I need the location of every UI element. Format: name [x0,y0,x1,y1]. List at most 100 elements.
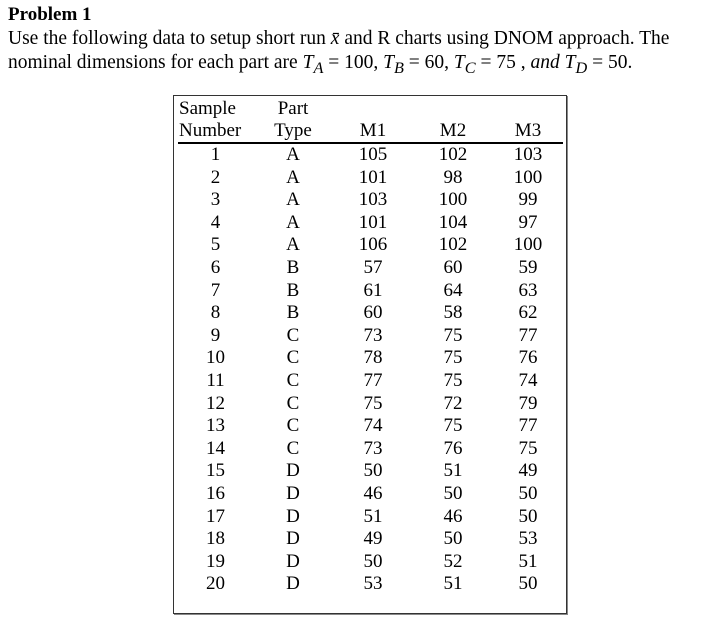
table-cell: 77 [518,324,538,346]
table-row: 10 C 78 75 76 [178,347,563,370]
table-cell: B [286,302,300,324]
table-cell: 76 [518,347,538,369]
table-row: 2 A 101 98 100 [178,167,563,190]
table-cell: 50 [363,550,383,572]
table-row: 15 D 50 51 49 [178,460,563,483]
problem-statement: Use the following data to setup short ru… [8,27,708,80]
table-cell: 62 [518,302,538,324]
table-cell: 1 [210,144,221,165]
table-cell: 101 [358,166,388,188]
header-cell: Number [178,120,253,144]
table-row: 12 C 75 72 79 [178,393,563,416]
table-cell: 4 [210,211,221,233]
table-cell: 100 [513,166,543,188]
table-cell: 73 [363,437,383,459]
problem-title: Problem 1 [8,4,92,25]
table-cell: C [286,347,300,369]
table-cell: D [286,573,300,595]
table-row: 11 C 77 75 74 [178,370,563,393]
table-cell: 102 [438,144,468,165]
table-cell: 75 [443,369,463,391]
table-cell: 74 [363,415,383,437]
table-cell: 50 [518,505,538,527]
table-cell: B [286,279,300,301]
table-cell: 106 [358,234,388,256]
data-table-box: Sample Part Number Type M1 M2 M3 1 A 105 102 103 2… [173,95,567,614]
header-cell: M1 [333,120,413,144]
table-row: 20 D 53 51 50 [178,573,563,596]
table-row: 17 D 51 46 50 [178,506,563,529]
table-cell: 49 [518,460,538,482]
table-cell: 75 [518,437,538,459]
table-cell: 50 [443,482,463,504]
table-cell: 73 [363,324,383,346]
table-cell: 2 [210,166,221,188]
header-top-cell: Part [277,98,309,119]
table-cell: 64 [443,279,463,301]
table-cell: 17 [206,505,225,527]
table-cell: A [286,144,300,165]
table-cell: 14 [206,437,225,459]
table-cell: C [286,415,300,437]
table-row: 8 B 60 58 62 [178,302,563,325]
table-cell: 79 [518,392,538,414]
table-cell: 46 [443,505,463,527]
table-row: 3 A 103 100 99 [178,189,563,212]
table-cell: 59 [518,256,538,278]
table-cell: 18 [206,528,225,550]
table-cell: 9 [210,324,221,346]
table-cell: 51 [363,505,383,527]
table-row: 1 A 105 102 103 [178,143,563,167]
table-cell: 51 [518,550,538,572]
table-cell: B [286,256,300,278]
table-cell: 99 [518,189,538,211]
header-top-cell [413,98,493,120]
table-cell: 19 [206,550,225,572]
table-cell: 75 [443,415,463,437]
table-cell: 7 [210,279,221,301]
table-cell: 53 [518,528,538,550]
table-cell: A [286,234,300,256]
table-row: 7 B 61 64 63 [178,280,563,303]
table-cell: 60 [443,256,463,278]
table-cell: 11 [206,369,225,391]
table-cell: 57 [363,256,383,278]
header-top-cell [333,98,413,120]
table-cell: 49 [363,528,383,550]
table-cell: C [286,392,300,414]
table-cell: 103 [513,144,543,165]
table-cell: 50 [443,528,463,550]
table-cell: 46 [363,482,383,504]
table-cell: 52 [443,550,463,572]
table-row: 13 C 74 75 77 [178,415,563,438]
table-cell: 75 [363,392,383,414]
table-cell: 5 [210,234,221,256]
table-cell: 102 [438,234,468,256]
table-cell: 63 [518,279,538,301]
table-cell: 103 [358,189,388,211]
table-cell: D [286,550,300,572]
table-cell: C [286,324,300,346]
header-cell: M2 [413,120,493,144]
table-cell: C [286,437,300,459]
header-cell: Type [253,120,333,144]
table-cell: 74 [518,369,538,391]
table-cell: 53 [363,573,383,595]
table-cell: 3 [210,189,221,211]
table-row: 18 D 49 50 53 [178,528,563,551]
table-cell: D [286,482,300,504]
table-cell: 50 [518,573,538,595]
statement-line-1: Use the following data to setup short ru… [8,28,670,49]
table-cell: 97 [518,211,538,233]
table-cell: 61 [363,279,383,301]
table-cell: D [286,505,300,527]
table-cell: C [286,369,300,391]
table-cell: 51 [443,573,463,595]
table-cell: 15 [206,460,225,482]
table-cell: 77 [363,369,383,391]
header-top-cell: Sample [179,98,236,119]
table-cell: 98 [443,166,463,188]
table-cell: 75 [443,324,463,346]
table-cell: 8 [210,302,221,324]
table-row: 9 C 73 75 77 [178,325,563,348]
